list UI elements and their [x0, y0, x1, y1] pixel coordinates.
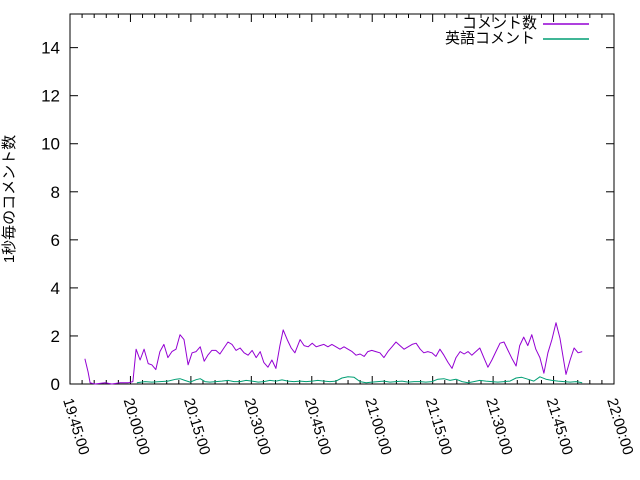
legend: コメント数 英語コメント [445, 15, 589, 47]
y-tick-label: 2 [51, 327, 60, 346]
y-tick-label: 14 [41, 39, 60, 58]
axes-group: 19:45:00 20:00:00 20:15:00 20:30:00 20:45:00… [41, 13, 637, 457]
x-tick-label: 20:30:00 [241, 396, 274, 457]
plot-border [69, 13, 615, 385]
legend-label-english: 英語コメント [445, 29, 535, 47]
y-tick-label: 0 [51, 375, 60, 394]
x-tick-label: 21:45:00 [543, 396, 576, 457]
x-tick-label: 20:45:00 [301, 396, 334, 457]
y-tick-label: 4 [51, 279, 60, 298]
y-tick-label: 8 [51, 183, 60, 202]
y-axis-title: 1秒毎のコメント数 [1, 135, 18, 263]
x-tick-label: 21:30:00 [482, 396, 515, 457]
series-group [84, 322, 583, 385]
legend-label-comments: コメント数 [462, 15, 537, 32]
series-line-0 [84, 322, 583, 385]
x-tick-label: 20:15:00 [180, 396, 213, 457]
y-tick-label: 10 [41, 135, 60, 154]
x-tick-label: 21:15:00 [422, 396, 455, 457]
y-tick-label: 12 [41, 87, 60, 106]
x-tick-label: 22:00:00 [603, 396, 636, 457]
series-line-1 [136, 376, 583, 384]
x-tick-label: 19:45:00 [59, 396, 92, 457]
x-tick-label: 21:00:00 [361, 396, 394, 457]
y-tick-label: 6 [51, 231, 60, 250]
x-tick-label: 20:00:00 [120, 396, 153, 457]
